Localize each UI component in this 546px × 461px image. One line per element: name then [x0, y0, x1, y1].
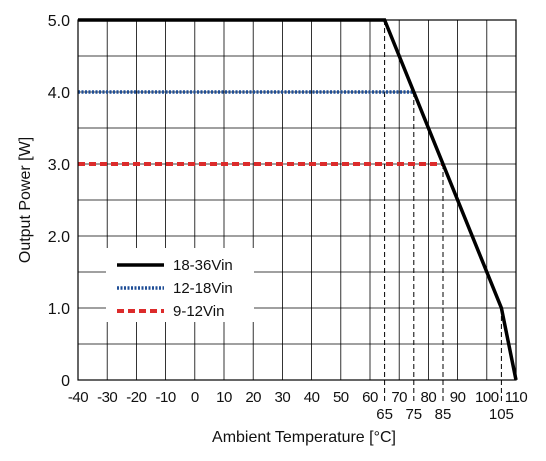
legend-label: 9-12Vin	[173, 303, 224, 320]
x-tick-label: 100	[475, 389, 499, 406]
x-tick-labels: -40 -30 -20 -10 0 10 20 30 40 50 60 70 80 90 100 110	[68, 389, 528, 406]
x-tick-label: 40	[304, 389, 320, 406]
x-tick-label: 20	[245, 389, 261, 406]
y-tick-label: 4.0	[48, 85, 70, 102]
plot-frame	[77, 19, 517, 381]
x-tick-label: -10	[156, 389, 176, 406]
x-tick-label: 80	[421, 389, 437, 406]
derating-mark-label: 65	[376, 406, 393, 423]
derating-mark-labels: 65 75 85 105	[376, 406, 514, 423]
x-tick-label: -30	[97, 389, 117, 406]
x-tick-label: 30	[275, 389, 291, 406]
grid	[77, 19, 517, 381]
x-tick-label: -40	[68, 389, 88, 406]
x-tick-label: 60	[362, 389, 378, 406]
x-tick-label: 0	[191, 389, 199, 406]
x-tick-label: 90	[450, 389, 466, 406]
y-tick-labels: 0 1.0 2.0 3.0 4.0 5.0	[48, 13, 70, 390]
y-axis-label: Output Power [W]	[17, 137, 34, 263]
x-tick-label: 10	[216, 389, 232, 406]
x-tick-label: 110	[505, 389, 528, 406]
x-tick-label: 70	[391, 389, 407, 406]
derating-marks	[384, 20, 502, 402]
legend: 18-36Vin 12-18Vin 9-12Vin	[106, 248, 254, 322]
y-tick-label: 1.0	[48, 301, 70, 318]
legend-label: 12-18Vin	[173, 280, 233, 297]
x-tick-label: 50	[333, 389, 349, 406]
y-tick-label: 3.0	[48, 157, 70, 174]
derating-mark-label: 75	[405, 406, 422, 423]
y-tick-label: 5.0	[48, 13, 70, 30]
x-tick-label: -20	[126, 389, 146, 406]
y-tick-label: 0	[61, 373, 70, 390]
x-axis-label: Ambient Temperature [°C]	[212, 429, 396, 446]
y-tick-label: 2.0	[48, 229, 70, 246]
legend-label: 18-36Vin	[173, 257, 233, 274]
derating-mark-label: 105	[489, 406, 514, 423]
derating-mark-label: 85	[435, 406, 452, 423]
